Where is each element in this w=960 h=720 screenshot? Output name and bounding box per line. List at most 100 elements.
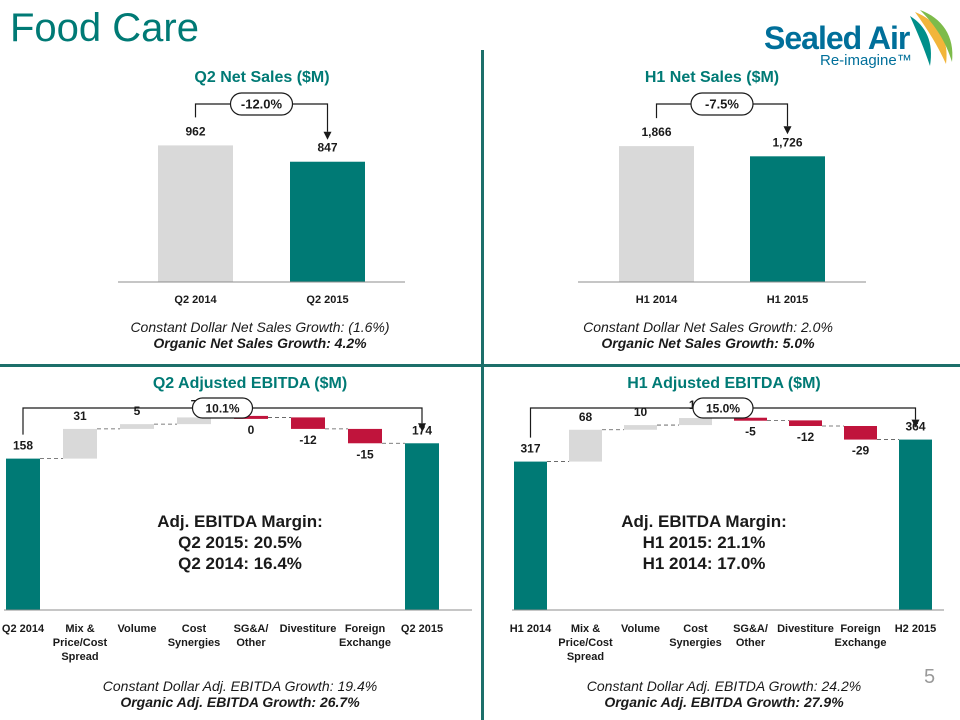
q2-ebitda-bar-label-2: 5 (134, 404, 141, 418)
q2-ebitda-constant-note: Constant Dollar Adj. EBITDA Growth: 19.4… (102, 678, 378, 694)
q2-ebitda-bar-1 (63, 428, 97, 459)
h1-sales-notes: Constant Dollar Net Sales Growth: 2.0% O… (508, 319, 908, 351)
q2-sales-change-arrowhead (323, 131, 332, 140)
h1-ebitda-waterfall-chart: H1 Adjusted EBITDA ($M) 317 H1 2014 68 Mix &… (510, 375, 944, 663)
h1-ebitda-change-arrowhead (911, 419, 920, 428)
q2-margin-2015: Q2 2015: 20.5% (178, 533, 302, 552)
h1-ebitda-bar-label-2: 10 (634, 405, 648, 419)
logo-word: Sealed Air (764, 20, 910, 56)
q2-ebitda-bar-5 (291, 417, 325, 429)
q2-sales-notes: Constant Dollar Net Sales Growth: (1.6%)… (60, 319, 460, 351)
h1-sales-tick-1: H1 2015 (767, 294, 809, 306)
q2-ebitda-waterfall-chart: Q2 Adjusted EBITDA ($M) 158 Q2 2014 31 Mix &… (2, 375, 472, 663)
q2-sales-change-label: -12.0% (241, 97, 283, 112)
page-number: 5 (924, 666, 936, 688)
h1-ebitda-bar-label-5: -12 (797, 430, 815, 444)
sealed-air-logo: Sealed Air Re-imagine™ (760, 6, 955, 74)
h1-ebitda-bar-label-0: 317 (520, 442, 540, 456)
h1-ebitda-tick-0: H1 2014 (510, 623, 552, 635)
q2-ebitda-bar-6 (348, 428, 382, 444)
q2-sales-bar-label-1: 847 (317, 141, 337, 155)
q2-ebitda-organic-note: Organic Adj. EBITDA Growth: 26.7% (120, 694, 360, 710)
q2-ebitda-bar-label-4: 0 (248, 423, 255, 437)
q2-ebitda-change-label: 10.1% (205, 402, 239, 416)
q2-ebitda-tick-6: Foreign Exchange (339, 623, 391, 649)
h1-ebitda-bar-3 (679, 418, 712, 426)
h1-sales-change-arrowhead (783, 126, 792, 135)
q2-ebitda-tick-5: Divestiture (280, 623, 337, 635)
sail-icon (910, 10, 953, 66)
q2-margin-box: Adj. EBITDA Margin: Q2 2015: 20.5% Q2 20… (120, 511, 360, 574)
h1-margin-heading: Adj. EBITDA Margin: (621, 512, 787, 531)
q2-ebitda-bar-label-0: 158 (13, 439, 33, 453)
h1-sales-bar-label-1: 1,726 (772, 135, 802, 149)
q2-margin-2014: Q2 2014: 16.4% (178, 554, 302, 573)
q2-ebitda-tick-1: Mix & Price/Cost Spread (53, 623, 108, 663)
logo-tagline: Re-imagine™ (820, 52, 912, 69)
q2-ebitda-bar-label-6: -15 (356, 447, 374, 461)
q2-sales-tick-0: Q2 2014 (174, 294, 217, 306)
q2-ebitda-bar-label-1: 31 (73, 409, 87, 423)
h1-ebitda-change-label: 15.0% (706, 402, 740, 416)
q2-constant-dollar-note: Constant Dollar Net Sales Growth: (1.6%) (130, 319, 390, 335)
h1-ebitda-chart-title: H1 Adjusted EBITDA ($M) (627, 375, 820, 392)
q2-ebitda-bar-3 (177, 417, 211, 425)
h1-ebitda-bar-0 (514, 461, 547, 610)
h1-ebitda-bar-2 (624, 425, 657, 430)
h1-ebitda-tick-4: SG&A/Other (733, 623, 768, 649)
h1-sales-change-label: -7.5% (705, 97, 739, 112)
h1-sales-chart-title: H1 Net Sales ($M) (645, 69, 779, 86)
h1-ebitda-bar-4 (734, 417, 767, 421)
q2-ebitda-bar-7 (405, 443, 439, 610)
q2-ebitda-tick-7: Q2 2015 (401, 623, 443, 635)
h1-sales-bar-1 (750, 156, 825, 282)
q2-ebitda-tick-4: SG&A/Other (234, 623, 269, 649)
h1-ebitda-constant-note: Constant Dollar Adj. EBITDA Growth: 24.2… (586, 678, 862, 694)
h1-sales-tick-0: H1 2014 (636, 294, 678, 306)
q2-sales-chart-title: Q2 Net Sales ($M) (194, 69, 329, 86)
q2-ebitda-change-pill (191, 397, 254, 419)
q2-ebitda-bar-4 (234, 415, 268, 419)
h1-ebitda-tick-5: Divestiture (777, 623, 834, 635)
h1-ebitda-tick-6: Foreign Exchange (835, 623, 887, 649)
h1-ebitda-tick-7: H2 2015 (895, 623, 937, 635)
h1-ebitda-bar-label-4: -5 (745, 425, 756, 439)
q2-sales-bar-1 (290, 161, 365, 282)
h1-margin-2015: H1 2015: 21.1% (642, 533, 766, 552)
h1-ebitda-bar-label-1: 68 (579, 410, 593, 424)
panel-divider-horizontal (0, 364, 960, 367)
h1-margin-2014: H1 2014: 17.0% (642, 554, 766, 573)
h1-ebitda-bar-1 (569, 429, 602, 462)
q2-ebitda-change-arrowhead (418, 423, 426, 432)
q2-ebitda-notes: Constant Dollar Adj. EBITDA Growth: 19.4… (40, 678, 440, 710)
q2-ebitda-bar-0 (6, 458, 40, 610)
q2-organic-note: Organic Net Sales Growth: 4.2% (153, 335, 367, 351)
q2-ebitda-bar-2 (120, 424, 154, 429)
q2-sales-tick-1: Q2 2015 (306, 294, 348, 306)
h1-ebitda-bar-6 (844, 426, 877, 440)
h1-ebitda-tick-1: Mix & Price/Cost Spread (558, 623, 613, 663)
h1-sales-change-pill (690, 92, 754, 116)
h1-ebitda-tick-3: Cost Synergies (669, 623, 722, 649)
q2-sales-bar-label-0: 962 (185, 124, 205, 138)
h1-constant-dollar-note: Constant Dollar Net Sales Growth: 2.0% (583, 319, 833, 335)
h1-ebitda-bar-label-6: -29 (852, 444, 870, 458)
h1-net-sales-chart: H1 Net Sales ($M) 1,866 H1 2014 1,726 H1 201… (578, 69, 866, 306)
h1-sales-bar-label-0: 1,866 (641, 125, 671, 139)
q2-ebitda-bar-label-5: -12 (299, 433, 317, 447)
q2-net-sales-chart: Q2 Net Sales ($M) 962 Q2 2014 847 Q2 2015 -12… (118, 69, 405, 306)
q2-sales-bar-0 (158, 145, 233, 282)
panel-divider-vertical (481, 50, 484, 720)
q2-ebitda-chart-title: Q2 Adjusted EBITDA ($M) (153, 375, 347, 392)
h1-ebitda-bar-5 (789, 420, 822, 427)
q2-ebitda-tick-2: Volume (118, 623, 157, 635)
h1-ebitda-notes: Constant Dollar Adj. EBITDA Growth: 24.2… (524, 678, 924, 710)
slide-title: Food Care (10, 6, 199, 50)
h1-ebitda-organic-note: Organic Adj. EBITDA Growth: 27.9% (604, 694, 844, 710)
h1-ebitda-tick-2: Volume (621, 623, 660, 635)
h1-sales-bar-0 (619, 146, 694, 282)
h1-organic-note: Organic Net Sales Growth: 5.0% (601, 335, 815, 351)
q2-sales-change-pill (229, 92, 294, 116)
h1-ebitda-bar-7 (899, 439, 932, 610)
q2-margin-heading: Adj. EBITDA Margin: (157, 512, 323, 531)
